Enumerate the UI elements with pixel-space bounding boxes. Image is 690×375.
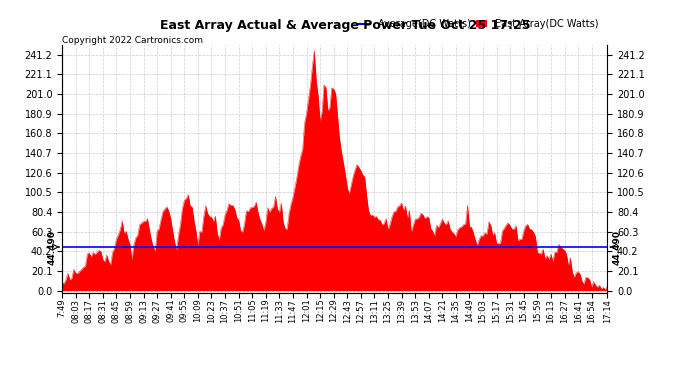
Legend: Average(DC Watts), East Array(DC Watts): Average(DC Watts), East Array(DC Watts) <box>355 15 602 33</box>
Text: Copyright 2022 Cartronics.com: Copyright 2022 Cartronics.com <box>62 36 203 45</box>
Text: 44.490: 44.490 <box>48 230 57 264</box>
Text: 44.490: 44.490 <box>613 230 622 264</box>
Text: East Array Actual & Average Power Tue Oct 25 17:25: East Array Actual & Average Power Tue Oc… <box>160 19 530 32</box>
